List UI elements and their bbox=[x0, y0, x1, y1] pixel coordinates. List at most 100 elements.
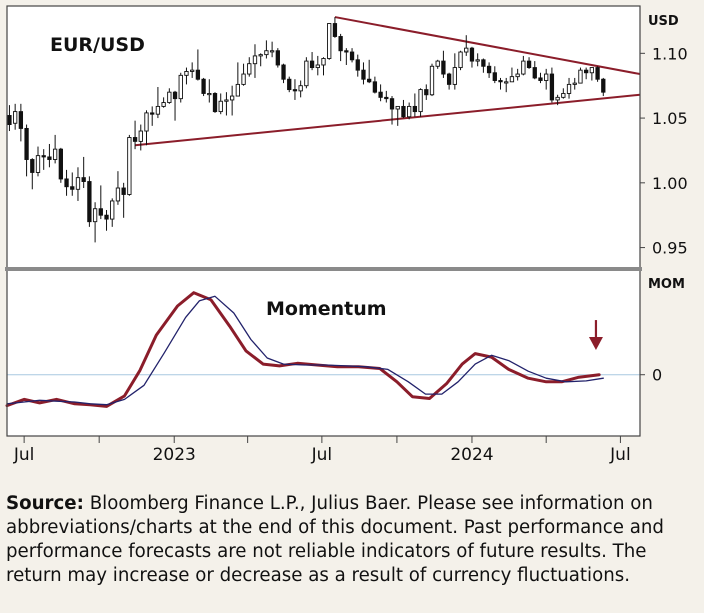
momentum-line bbox=[5, 291, 601, 408]
candle-body bbox=[64, 178, 69, 188]
candle bbox=[441, 50, 446, 78]
candle-body bbox=[492, 72, 497, 81]
candle-body bbox=[407, 105, 412, 118]
candle bbox=[224, 92, 229, 116]
candle-body bbox=[87, 181, 92, 223]
candle bbox=[52, 134, 58, 164]
candle-body bbox=[110, 200, 115, 220]
candle-body bbox=[315, 64, 320, 69]
candle-body bbox=[30, 159, 35, 173]
candle-body bbox=[549, 73, 555, 101]
candle-body bbox=[504, 81, 509, 84]
candle bbox=[452, 53, 457, 90]
candle bbox=[92, 202, 98, 243]
candle bbox=[207, 79, 212, 103]
candle bbox=[549, 67, 555, 103]
candle bbox=[150, 106, 155, 126]
candle-body bbox=[304, 60, 309, 87]
candle bbox=[229, 85, 235, 116]
candle-body bbox=[104, 214, 109, 220]
candle-body bbox=[298, 85, 303, 92]
candle bbox=[115, 171, 121, 205]
candle-body bbox=[269, 50, 275, 53]
candle bbox=[578, 67, 583, 84]
candle bbox=[110, 198, 115, 227]
candle-body bbox=[464, 47, 469, 53]
candle-body bbox=[281, 64, 286, 80]
candle bbox=[338, 33, 343, 62]
candle bbox=[407, 102, 412, 120]
candle-body bbox=[389, 98, 395, 110]
candle-body bbox=[486, 65, 492, 74]
candle-body bbox=[121, 187, 126, 195]
candle-body bbox=[544, 73, 549, 81]
candle-body bbox=[81, 177, 86, 182]
candle bbox=[469, 46, 475, 68]
candle bbox=[321, 57, 326, 76]
candle-body bbox=[41, 155, 46, 158]
candle-body bbox=[178, 74, 183, 100]
candle-body bbox=[144, 112, 149, 132]
x-tick-label: 2023 bbox=[153, 445, 196, 465]
candle-body bbox=[401, 105, 406, 118]
candle-body bbox=[235, 83, 240, 97]
source-note: Source: Bloomberg Finance L.P., Julius B… bbox=[6, 492, 700, 588]
source-text: Bloomberg Finance L.P., Julius Baer. Ple… bbox=[6, 493, 664, 586]
candle-body bbox=[7, 115, 12, 126]
candle-body bbox=[469, 47, 475, 62]
candle-body bbox=[58, 148, 63, 180]
candle bbox=[384, 90, 389, 103]
candle bbox=[35, 146, 41, 177]
candle-body bbox=[601, 78, 606, 93]
candle bbox=[18, 103, 24, 142]
candle-body bbox=[526, 60, 532, 69]
candle bbox=[481, 58, 486, 73]
candle-body bbox=[258, 54, 263, 57]
candle bbox=[247, 57, 252, 77]
candle-body bbox=[566, 83, 572, 94]
candle bbox=[104, 210, 109, 231]
candle-body bbox=[264, 50, 269, 56]
candle-body bbox=[498, 80, 503, 83]
candle bbox=[281, 63, 286, 84]
candle-body bbox=[70, 186, 75, 190]
candle bbox=[127, 134, 132, 196]
candle bbox=[264, 40, 269, 59]
candle bbox=[389, 96, 395, 125]
candle-body bbox=[167, 91, 172, 103]
eurusd-momentum-chart: 1.10 1.05 1.00 0.95 0 USD MOM EUR/USD Momentum Ju… bbox=[5, 5, 688, 465]
trendline-lower bbox=[134, 93, 641, 147]
candle-body bbox=[515, 73, 520, 78]
candle-body bbox=[578, 69, 583, 84]
candle bbox=[218, 93, 223, 115]
candle bbox=[395, 105, 400, 126]
candle bbox=[201, 77, 206, 97]
candle bbox=[566, 77, 572, 99]
candle-body bbox=[584, 69, 589, 74]
candle-body bbox=[75, 177, 81, 190]
candle-body bbox=[98, 208, 103, 216]
candle-body bbox=[18, 111, 24, 129]
candle bbox=[401, 99, 406, 119]
candle-body bbox=[172, 91, 178, 100]
candle bbox=[327, 23, 332, 60]
candle bbox=[235, 62, 240, 97]
candle-body bbox=[555, 96, 560, 101]
candle-body bbox=[441, 60, 446, 75]
candle-body bbox=[452, 67, 457, 85]
candle bbox=[435, 59, 440, 69]
candle bbox=[190, 62, 195, 78]
candle-body bbox=[367, 78, 372, 83]
candle bbox=[589, 67, 595, 81]
candle-body bbox=[412, 105, 418, 113]
x-tick-label: Jul bbox=[311, 445, 333, 465]
panel-divider bbox=[5, 267, 642, 271]
candle bbox=[161, 97, 166, 108]
candle-body bbox=[446, 73, 452, 85]
candle bbox=[344, 48, 349, 65]
candle-body bbox=[190, 69, 195, 72]
candle-body bbox=[218, 100, 223, 113]
candle bbox=[412, 93, 418, 117]
candle bbox=[561, 88, 566, 99]
candle-body bbox=[521, 60, 526, 75]
